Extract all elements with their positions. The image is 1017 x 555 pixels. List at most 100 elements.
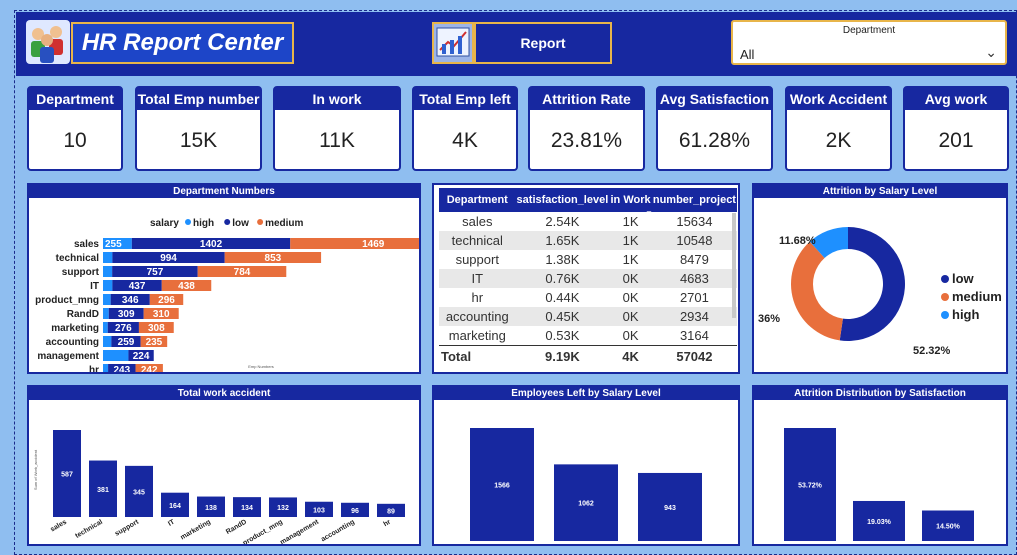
data-label: 296 xyxy=(158,295,175,306)
table-cell: 10548 xyxy=(651,231,737,250)
kpi-value: 201 xyxy=(938,129,974,152)
chart-title: Total work accident xyxy=(29,387,419,400)
bar xyxy=(233,497,261,517)
bar-segment xyxy=(224,252,322,263)
data-label: 276 xyxy=(115,323,132,334)
data-label: 96 xyxy=(351,508,359,515)
bar-segment xyxy=(103,308,109,319)
kpi-avg-satisfaction: Avg Satisfaction 61.28% xyxy=(656,86,773,171)
bar xyxy=(197,496,225,517)
data-label: 138 xyxy=(205,505,217,512)
kpi-in-work: In work 11K xyxy=(273,86,401,171)
total-cell: Total xyxy=(439,344,516,367)
kpi-label: Total Emp number xyxy=(137,88,260,110)
bar-segment xyxy=(110,294,150,305)
bar-segment xyxy=(103,364,109,375)
table-row[interactable]: technical 1.65K 1K 10548 xyxy=(439,231,737,250)
table-cell: marketing xyxy=(448,327,506,343)
bar-segment xyxy=(149,294,184,305)
attrition-salary-panel: Attrition by Salary Level 52.32% 36% 11.68… xyxy=(752,183,1008,374)
kpi-value: 61.28% xyxy=(678,129,751,152)
bar xyxy=(305,501,333,517)
column-header[interactable]: satisfaction_level xyxy=(515,188,610,212)
report-chart-icon[interactable] xyxy=(432,22,474,64)
table-row[interactable]: marketing 0.53K 0K 3164 xyxy=(439,326,737,345)
bar-segment xyxy=(131,238,291,249)
category-label: accounting xyxy=(320,519,356,544)
legend-marker xyxy=(941,311,949,319)
data-label: 345 xyxy=(133,489,145,496)
sort-desc-icon[interactable]: ▼ xyxy=(645,209,653,218)
data-label: 757 xyxy=(147,267,164,278)
table-row[interactable]: IT 0.76K 0K 4683 xyxy=(439,269,737,288)
table-cell: 3164 xyxy=(679,327,709,343)
kpi-value: 2K xyxy=(825,129,852,152)
table-cell: 2701 xyxy=(679,290,709,305)
bar-segment xyxy=(128,350,154,361)
employees-left-panel: Employees Left by Salary Level 1566Low10… xyxy=(432,385,740,553)
data-label: 853 xyxy=(265,253,282,264)
category-label: technical xyxy=(56,253,100,264)
chevron-down-icon[interactable]: ⌄ xyxy=(985,44,997,60)
column-header[interactable]: number_project xyxy=(651,188,737,212)
chart-title: Attrition Distribution by Satisfaction xyxy=(754,387,1006,400)
department-slicer[interactable]: Department All ⌄ xyxy=(731,20,1007,65)
bar-segment xyxy=(103,266,113,277)
table-cell: 0.45K xyxy=(515,307,610,326)
data-label: 381 xyxy=(97,487,109,494)
bar xyxy=(784,428,836,541)
legend-marker xyxy=(224,219,231,225)
bar-segment xyxy=(103,322,108,333)
bar-segment xyxy=(112,280,162,291)
kpi-value: 15K xyxy=(179,129,218,152)
table-cell: 1K xyxy=(622,214,639,229)
data-label: 134 xyxy=(241,505,253,512)
table-row[interactable]: accounting 0.45K 0K 2934 xyxy=(439,307,737,326)
scrollbar[interactable] xyxy=(732,213,736,318)
data-label: 103 xyxy=(313,507,325,514)
report-title: HR Report Center xyxy=(71,22,294,64)
table-cell: IT xyxy=(439,269,516,288)
kpi-department: Department 10 xyxy=(27,86,123,171)
kpi-label: Avg Satisfaction xyxy=(658,88,771,110)
table-cell: 2.54K xyxy=(545,214,580,229)
department-table-wrap: Department satisfaction_level in Work nu… xyxy=(439,188,737,367)
kpi-label: Work Accident xyxy=(787,88,890,110)
data-label: 89 xyxy=(387,508,395,515)
bar-segment xyxy=(143,308,179,319)
bar-segment xyxy=(103,294,111,305)
attrition-satisfaction-chart: 53.72%Low19.03%Medium14.50%High xyxy=(784,428,974,553)
category-label: sales xyxy=(74,239,99,250)
report-button[interactable]: Report xyxy=(474,22,612,64)
category-label: IT xyxy=(90,281,99,292)
data-label: 242 xyxy=(141,365,158,372)
legend-marker xyxy=(257,219,264,225)
chart-title: Attrition by Salary Level xyxy=(754,185,1006,198)
category-label: marketing xyxy=(51,323,99,334)
attrition-satisfaction-panel: Attrition Distribution by Satisfaction 5… xyxy=(752,385,1008,553)
bar xyxy=(161,492,189,517)
bar xyxy=(853,500,905,541)
data-label: 346 xyxy=(122,295,139,306)
bar-segment xyxy=(112,252,225,263)
column-header-label: in Work xyxy=(610,194,651,206)
bar-segment xyxy=(112,266,198,277)
data-label: 164 xyxy=(169,503,181,510)
category-label: product_mng xyxy=(242,519,284,544)
column-header-sorted[interactable]: in Work xyxy=(609,188,652,212)
slicer-value[interactable]: All xyxy=(740,47,755,62)
table-row[interactable]: support 1.38K 1K 8479 xyxy=(439,250,737,269)
legend-marker xyxy=(941,293,949,301)
data-label: 309 xyxy=(118,309,135,320)
kpi-label: In work xyxy=(275,88,399,110)
table-cell: 0K xyxy=(609,269,652,288)
column-header[interactable]: Department xyxy=(439,188,516,212)
table-cell: 0K xyxy=(622,290,639,305)
table-row[interactable]: hr 0.44K 0K 2701 xyxy=(439,288,737,307)
table-row[interactable]: sales 2.54K 1K 15634 xyxy=(439,212,737,231)
data-label: 1402 xyxy=(200,239,223,250)
data-label: 259 xyxy=(118,337,135,348)
kpi-value: 11K xyxy=(319,129,355,152)
category-label: IT xyxy=(167,518,177,528)
table-cell: 0.76K xyxy=(515,269,610,288)
